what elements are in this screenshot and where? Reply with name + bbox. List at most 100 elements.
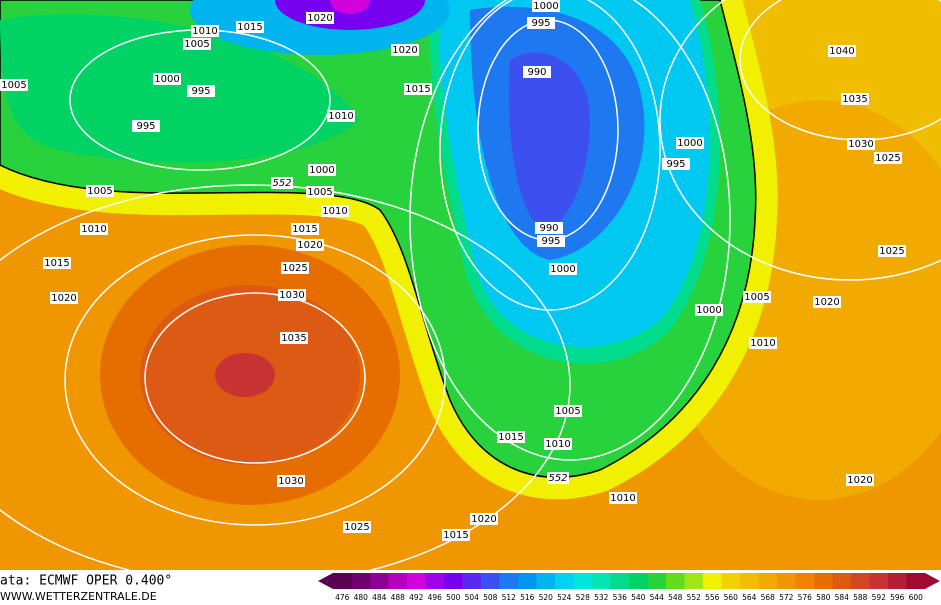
isobar-label-box	[442, 529, 470, 541]
isobar-label: 1015	[405, 84, 430, 95]
scale-label: 500	[446, 593, 461, 602]
scale-swatch	[629, 573, 648, 589]
isobar-label: 1025	[344, 522, 369, 533]
field	[215, 353, 275, 397]
isobar-label-box	[841, 93, 869, 105]
isobar-label: 1020	[814, 297, 839, 308]
isobar-label-box	[281, 262, 309, 274]
scale-swatch	[481, 573, 500, 589]
scale-label: 520	[539, 593, 554, 602]
isobar-label: 1020	[297, 240, 322, 251]
isobar-label-box	[183, 38, 211, 50]
isobar-label: 1030	[278, 476, 303, 487]
website-text: WWW.WETTERZENTRALE.DE	[0, 590, 157, 603]
isobar-label: 1000	[550, 264, 575, 275]
scale-swatch	[407, 573, 426, 589]
scale-label: 588	[853, 593, 868, 602]
isobar-label-box	[343, 521, 371, 533]
isobar	[659, 0, 941, 281]
scale-swatch	[555, 573, 574, 589]
isobar-label-box	[306, 186, 334, 198]
scale-swatch	[703, 573, 722, 589]
isobar-label-box	[549, 263, 577, 275]
scale-label: 476	[335, 593, 350, 602]
isobar-label-box	[50, 292, 78, 304]
isobar-label-box	[749, 337, 777, 349]
scale-swatch	[333, 573, 352, 589]
isobar-label-box	[878, 245, 906, 257]
isobar-label-box	[86, 185, 114, 197]
isobar-label-box	[537, 235, 565, 247]
isobar-label: 1005	[555, 406, 580, 417]
isobar-label: 1010	[328, 111, 353, 122]
scale-label: 528	[576, 593, 591, 602]
contour-label: 552	[272, 178, 291, 189]
isobar-label: 990	[527, 67, 546, 78]
isobar-label-box	[80, 223, 108, 235]
isobar-label-box	[236, 21, 264, 33]
isobar-label-box	[846, 474, 874, 486]
scale-label: 484	[372, 593, 387, 602]
scale-label: 536	[613, 593, 628, 602]
isobar-label-box	[191, 25, 219, 37]
isobar-label: 1040	[829, 46, 854, 57]
scale-label: 580	[816, 593, 831, 602]
field	[509, 52, 590, 230]
isobar-label: 1010	[322, 206, 347, 217]
scale-label: 568	[761, 593, 776, 602]
isobar-label: 1020	[847, 475, 872, 486]
isobar-label-box	[874, 152, 902, 164]
isobar-label: 995	[666, 159, 685, 170]
scale-swatch	[647, 573, 667, 589]
isobar-label: 995	[191, 86, 210, 97]
scale-swatch	[888, 573, 907, 589]
scale-swatch	[666, 573, 685, 589]
isobar-label: 1000	[533, 1, 558, 12]
isobar-label: 1015	[44, 258, 69, 269]
isobar-label: 1005	[87, 186, 112, 197]
scale-swatch	[721, 573, 741, 589]
isobar-label-box	[497, 431, 525, 443]
isobar-label-box	[321, 205, 349, 217]
isobar-label-box	[676, 137, 704, 149]
isobar-label-box	[308, 164, 336, 176]
isobar-label: 1010	[545, 439, 570, 450]
isobar-label: 1010	[192, 26, 217, 37]
isobar-label-box	[153, 73, 181, 85]
isobar-label-box	[470, 513, 498, 525]
isobar-label-box	[132, 120, 160, 132]
isobar-label-box	[828, 45, 856, 57]
isobar-label-box	[404, 83, 432, 95]
scale-label: 552	[687, 593, 702, 602]
scale-swatch	[462, 573, 482, 589]
isobar-label: 1010	[750, 338, 775, 349]
scale-swatch	[351, 573, 371, 589]
scale-end	[318, 573, 333, 589]
scale-swatch	[444, 573, 463, 589]
scale-swatch	[592, 573, 611, 589]
isobar-label: 1020	[471, 514, 496, 525]
scale-swatch	[740, 573, 759, 589]
isobar-label-box	[280, 332, 308, 344]
isobar	[409, 0, 731, 461]
scale-label: 524	[557, 593, 572, 602]
scale-label: 512	[502, 593, 517, 602]
scale-swatch	[758, 573, 778, 589]
scale-swatch	[906, 573, 926, 589]
isobar-label-box	[306, 12, 334, 24]
scale-label: 516	[520, 593, 535, 602]
scale-label: 488	[391, 593, 406, 602]
scale-swatch	[832, 573, 852, 589]
scale-swatch	[536, 573, 556, 589]
isobar-label-box	[278, 289, 306, 301]
scale-label: 532	[594, 593, 609, 602]
scale-swatch	[425, 573, 445, 589]
isobar-label-box	[532, 0, 560, 12]
scale-label: 496	[428, 593, 443, 602]
scale-label: 576	[798, 593, 813, 602]
scale-swatch	[388, 573, 408, 589]
isobar	[439, 0, 661, 311]
contour-label-box	[271, 177, 293, 189]
scale-end	[925, 573, 940, 589]
scale-swatch	[518, 573, 537, 589]
